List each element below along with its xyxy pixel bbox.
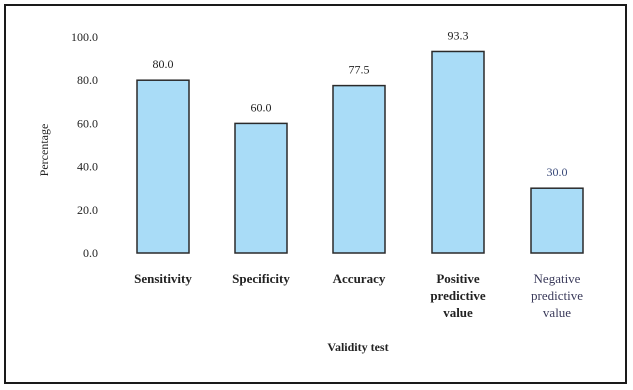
x-tick-label: Negative predictive value [531, 271, 583, 320]
y-tick-label: 0.0 [83, 246, 98, 260]
x-tick-label-line: Positive [436, 271, 480, 286]
bar [136, 79, 190, 254]
x-axis-title: Validity test [327, 340, 388, 354]
x-tick-label-line: Specificity [232, 271, 290, 286]
x-tick-label: Accuracy [333, 271, 386, 286]
y-axis-ticks: 0.0 20.0 40.0 60.0 80.0 100.0 [71, 30, 98, 260]
y-tick-label: 20.0 [77, 203, 98, 217]
x-tick-label: Specificity [232, 271, 290, 286]
x-tick-label: Sensitivity [134, 271, 192, 286]
x-tick-label-line: predictive [430, 288, 486, 303]
y-tick-label: 80.0 [77, 73, 98, 87]
data-label: 60.0 [251, 100, 272, 114]
bar [530, 187, 584, 254]
data-labels-group: 80.0 60.0 77.5 93.3 30.0 [153, 28, 568, 179]
x-tick-label: Positive predictive value [430, 271, 486, 320]
x-tick-label-line: Negative [534, 271, 581, 286]
x-tick-label-line: Accuracy [333, 271, 386, 286]
data-label: 30.0 [547, 165, 568, 179]
data-label: 93.3 [448, 28, 469, 42]
x-tick-label-line: predictive [531, 288, 583, 303]
bars-group [136, 50, 584, 254]
chart-frame [4, 4, 627, 384]
bar [332, 84, 386, 254]
bar [234, 122, 288, 254]
x-tick-label-line: value [543, 305, 571, 320]
y-axis-title: Percentage [37, 124, 51, 177]
x-axis-labels: Sensitivity Specificity Accuracy Positive pr… [134, 271, 583, 320]
y-tick-label: 60.0 [77, 116, 98, 130]
data-label: 80.0 [153, 57, 174, 71]
y-tick-label: 100.0 [71, 30, 98, 44]
bar [431, 50, 485, 254]
x-tick-label-line: value [443, 305, 473, 320]
x-tick-label-line: Sensitivity [134, 271, 192, 286]
y-tick-label: 40.0 [77, 160, 98, 174]
data-label: 77.5 [349, 63, 370, 77]
